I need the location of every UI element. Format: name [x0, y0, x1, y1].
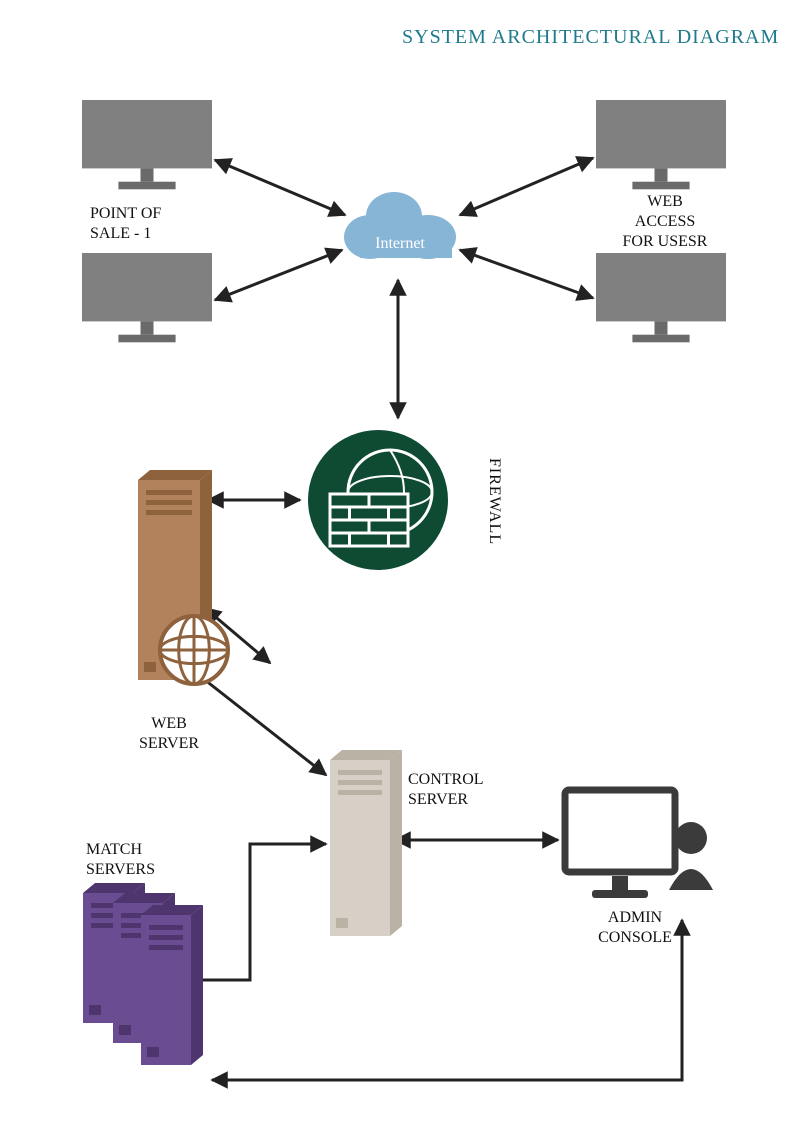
- control-server-icon: [330, 750, 402, 936]
- cloud-icon: Internet: [344, 192, 456, 259]
- web-server-icon: [138, 470, 228, 684]
- label-admin-console: ADMIN CONSOLE: [565, 908, 705, 948]
- monitor-icon: [82, 253, 212, 342]
- label-point-of-sale: POINT OF SALE - 1: [90, 204, 220, 244]
- label-web-server: WEB SERVER: [109, 714, 229, 754]
- label-match-servers: MATCH SERVERS: [86, 840, 206, 880]
- match-servers-icon: [83, 883, 203, 1065]
- monitor-icon: [82, 100, 212, 189]
- label-firewall: FIREWALL: [485, 458, 503, 545]
- monitor-icon: [596, 100, 726, 189]
- firewall-icon: [308, 430, 448, 570]
- monitor-icon: [596, 253, 726, 342]
- diagram-canvas: SYSTEM ARCHITECTURAL DIAGRAM Internet PO…: [0, 0, 800, 1131]
- admin-console-icon: [565, 790, 713, 898]
- svg-text:Internet: Internet: [375, 235, 425, 252]
- diagram-svg: Internet: [0, 0, 800, 1131]
- label-control-server: CONTROL SERVER: [408, 770, 528, 810]
- label-web-access: WEB ACCESS FOR USESR: [595, 192, 735, 252]
